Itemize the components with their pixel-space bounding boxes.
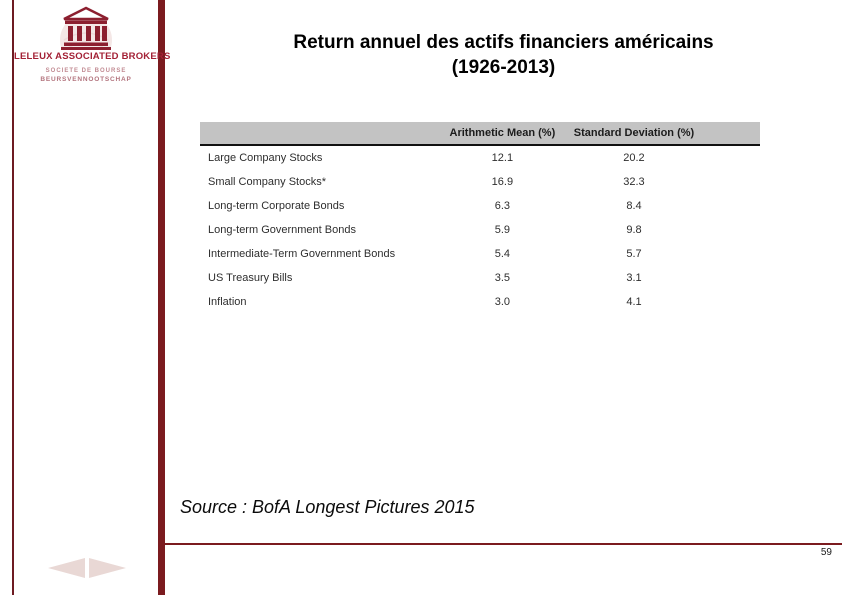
table-row: Inflation 3.0 4.1 — [200, 290, 760, 314]
slide-navigation — [48, 557, 132, 579]
asset-label: Small Company Stocks* — [208, 176, 326, 188]
left-thin-rule — [12, 0, 14, 595]
logo-subtitle-nl: BEURSVENNOOTSCHAP — [40, 76, 132, 83]
table-row: Long-term Government Bonds 5.9 9.8 — [200, 218, 760, 242]
mean-value: 5.9 — [494, 224, 511, 236]
company-logo: LELEUX ASSOCIATED BROKERS SOCIETE DE BOU… — [14, 6, 171, 83]
slide-title-line1: Return annuel des actifs financiers amér… — [293, 32, 714, 53]
sd-value: 9.8 — [626, 224, 642, 236]
table-row: Small Company Stocks* 16.9 32.3 — [200, 170, 760, 194]
mean-value: 6.3 — [494, 200, 511, 212]
previous-slide-arrow-icon[interactable] — [48, 558, 85, 578]
logo-subtitle-fr: SOCIETE DE BOURSE — [45, 68, 127, 74]
slide-title: Return annuel des actifs financiers amér… — [165, 30, 842, 80]
slide-content: Return annuel des actifs financiers amér… — [165, 0, 842, 595]
sd-value: 5.7 — [626, 248, 642, 260]
asset-label: Large Company Stocks — [208, 152, 323, 164]
sd-value: 20.2 — [623, 152, 645, 164]
table-row: Long-term Corporate Bonds 6.3 8.4 — [200, 194, 760, 218]
asset-label: Long-term Government Bonds — [208, 224, 356, 236]
sd-value: 32.3 — [623, 176, 645, 188]
returns-table-container: Arithmetic Mean (%) Standard Deviation (… — [200, 122, 760, 314]
bank-temple-globe-icon — [60, 6, 112, 50]
mean-value: 3.5 — [494, 272, 511, 284]
next-slide-arrow-icon[interactable] — [89, 558, 126, 578]
asset-label: Long-term Corporate Bonds — [208, 200, 345, 212]
asset-label: Intermediate-Term Government Bonds — [208, 248, 396, 260]
mean-value: 16.9 — [491, 176, 514, 188]
mean-value: 12.1 — [491, 152, 514, 164]
returns-table: Arithmetic Mean (%) Standard Deviation (… — [200, 122, 760, 314]
logo-company-name: LELEUX ASSOCIATED BROKERS — [14, 51, 171, 62]
column-header-sd: Standard Deviation (%) — [563, 122, 704, 146]
sd-value: 3.1 — [626, 272, 642, 284]
table-row: Large Company Stocks 12.1 20.2 — [200, 145, 760, 170]
table-row: US Treasury Bills 3.5 3.1 — [200, 266, 760, 290]
sidebar-divider-rule — [158, 0, 165, 595]
column-header-spacer — [703, 122, 760, 146]
mean-value: 3.0 — [494, 296, 511, 308]
column-header-asset — [200, 122, 441, 146]
sidebar: LELEUX ASSOCIATED BROKERS SOCIETE DE BOU… — [14, 0, 171, 595]
slide-title-line2: (1926-2013) — [451, 57, 556, 78]
page-number: 59 — [820, 547, 832, 558]
asset-label: US Treasury Bills — [208, 272, 293, 284]
table-row: Intermediate-Term Government Bonds 5.4 5… — [200, 242, 760, 266]
table-header-row: Arithmetic Mean (%) Standard Deviation (… — [200, 122, 760, 146]
footer-rule — [165, 543, 842, 545]
source-citation: Source : BofA Longest Pictures 2015 — [180, 497, 475, 517]
column-header-mean: Arithmetic Mean (%) — [440, 122, 564, 146]
mean-value: 5.4 — [494, 248, 511, 260]
temple-icon — [61, 6, 111, 50]
sd-value: 4.1 — [626, 296, 642, 308]
asset-label: Inflation — [208, 296, 247, 308]
logo-art — [14, 6, 158, 50]
sd-value: 8.4 — [626, 200, 642, 212]
